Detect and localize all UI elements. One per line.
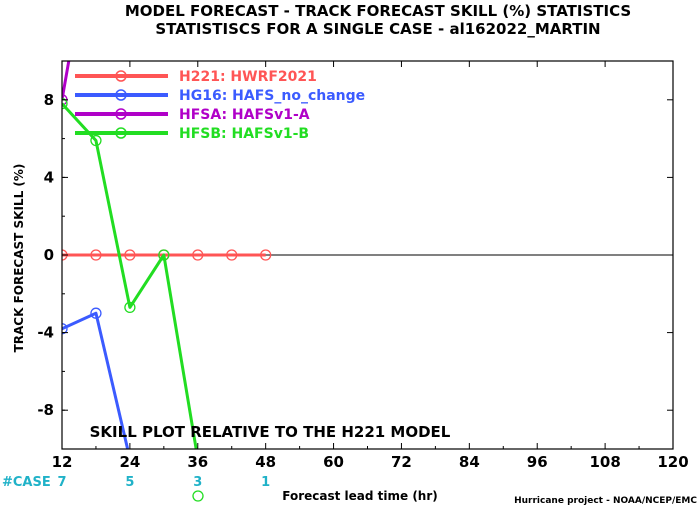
x-axis-label: Forecast lead time (hr) [282,489,438,503]
x-tick-label: 24 [119,453,140,471]
offscale-point-marker [192,490,204,502]
y-tick-label: 0 [44,246,54,264]
x-tick-label: 108 [589,453,620,471]
legend-marker [115,127,127,139]
legend: H221: HWRF2021 HG16: HAFS_no_change HFSA: … [75,69,365,142]
x-tick-label: 12 [52,453,73,471]
series-point-0 [90,249,102,261]
series-point-0 [226,249,238,261]
legend-entry: HFSB: HAFSv1-B [179,126,309,142]
case-count: 5 [125,475,134,490]
x-tick-label: 84 [459,453,480,471]
series-point-0 [124,249,136,261]
legend-entry: HFSA: HAFSv1-A [179,107,310,123]
series-point-0 [260,249,272,261]
x-tick-label: 120 [657,453,688,471]
series-point-3 [90,134,102,147]
y-tick-label: -4 [37,324,54,342]
x-tick-label: 72 [391,453,412,471]
legend-entry: HG16: HAFS_no_change [179,88,365,104]
case-count: 7 [57,475,66,490]
series-point-1 [90,307,102,319]
case-count: 3 [193,475,202,490]
case-count-row: #CASE 7 5 3 1 [2,475,270,502]
series-line-1 [62,311,130,449]
y-tick-label: 8 [44,91,54,109]
x-tick-label: 36 [187,453,208,471]
series-point-1 [62,323,68,335]
series-point-3 [62,98,68,110]
footer-credit: Hurricane project - NOAA/NCEP/EMC [514,496,697,506]
chart-title-line1: MODEL FORECAST - TRACK FORECAST SKILL (%… [125,2,631,20]
y-tick-label: 4 [44,168,54,186]
x-tick-label: 48 [255,453,276,471]
series-point-3 [158,249,170,261]
series-line-3 [62,102,198,449]
legend-marker [115,108,127,120]
series-point-3 [124,301,136,314]
legend-entry: H221: HWRF2021 [179,69,317,85]
x-tick-label: 96 [527,453,548,471]
skill-annotation: SKILL PLOT RELATIVE TO THE H221 MODEL [90,423,451,441]
chart-title-line2: STATISTISCS FOR A SINGLE CASE - al162022… [155,20,600,38]
x-tick-label: 60 [323,453,344,471]
case-label: #CASE [2,475,51,490]
y-tick-label: -8 [37,401,54,419]
legend-marker [115,70,127,82]
series-point-0 [192,249,204,261]
case-count: 1 [261,475,270,490]
series-line-2 [62,61,71,101]
legend-marker [115,89,127,101]
y-axis-label: TRACK FORECAST SKILL (%) [12,164,26,353]
